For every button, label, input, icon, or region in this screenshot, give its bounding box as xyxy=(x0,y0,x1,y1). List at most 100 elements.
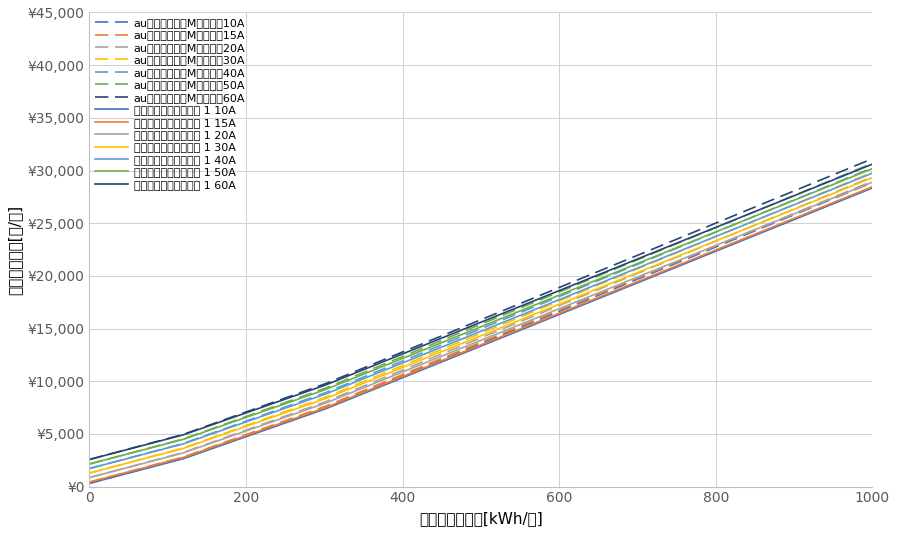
ニチガスでガ割でんき 1 10A xyxy=(867,185,878,191)
auでんきでんきMプラン　10A xyxy=(311,408,322,414)
auでんきでんきMプラン　10A xyxy=(597,290,608,296)
ニチガスでガ割でんき 1 20A xyxy=(597,288,608,294)
ニチガスでガ割でんき 1 10A xyxy=(84,480,95,487)
ニチガスでガ割でんき 1 50A xyxy=(867,165,878,172)
auでんきでんきMプラン　30A xyxy=(597,280,608,286)
auでんきでんきMプラン　50A xyxy=(278,400,289,406)
Line: auでんきでんきMプラン　10A: auでんきでんきMプラン 10A xyxy=(90,182,873,483)
ニチガスでガ割でんき 1 20A xyxy=(278,415,289,421)
Line: auでんきでんきMプラン　30A: auでんきでんきMプラン 30A xyxy=(90,172,873,473)
auでんきでんきMプラン　60A xyxy=(311,384,322,390)
auでんきでんきMプラン　15A xyxy=(311,406,322,413)
ニチガスでガ割でんき 1 50A xyxy=(311,390,322,396)
ニチガスでガ割でんき 1 50A xyxy=(369,367,379,373)
auでんきでんきMプラン　10A xyxy=(733,235,744,241)
Line: auでんきでんきMプラン　60A: auでんきでんきMプラン 60A xyxy=(90,159,873,459)
auでんきでんきMプラン　50A xyxy=(311,388,322,394)
auでんきでんきMプラン　20A xyxy=(84,474,95,481)
auでんきでんきMプラン　40A xyxy=(84,465,95,472)
ニチガスでガ割でんき 1 50A xyxy=(733,220,744,226)
ニチガスでガ割でんき 1 10A xyxy=(311,409,322,415)
ニチガスでガ割でんき 1 60A xyxy=(311,385,322,391)
ニチガスでガ割でんき 1 20A xyxy=(588,292,599,298)
ニチガスでガ割でんき 1 50A xyxy=(588,278,599,285)
ニチガスでガ割でんき 1 50A xyxy=(278,401,289,408)
auでんきでんきMプラン　40A xyxy=(311,393,322,399)
ニチガスでガ割でんき 1 50A xyxy=(597,274,608,280)
auでんきでんきMプラン　40A xyxy=(867,165,878,171)
auでんきでんきMプラン　40A xyxy=(588,279,599,286)
ニチガスでガ割でんき 1 15A xyxy=(369,385,379,391)
auでんきでんきMプラン　20A xyxy=(867,174,878,180)
ニチガスでガ割でんき 1 15A xyxy=(867,183,878,190)
Line: ニチガスでガ割でんき 1 40A: ニチガスでガ割でんき 1 40A xyxy=(90,173,873,469)
auでんきでんきMプラン　10A xyxy=(867,179,878,185)
Line: auでんきでんきMプラン　40A: auでんきでんきMプラン 40A xyxy=(90,168,873,469)
ニチガスでガ割でんき 1 15A xyxy=(84,479,95,486)
auでんきでんきMプラン　15A xyxy=(369,383,379,389)
auでんきでんきMプラン　20A xyxy=(369,378,379,385)
ニチガスでガ割でんき 1 40A xyxy=(369,371,379,377)
auでんきでんきMプラン　50A xyxy=(597,271,608,277)
ニチガスでガ割でんき 1 10A xyxy=(588,297,599,304)
auでんきでんきMプラン　30A xyxy=(278,409,289,415)
ニチガスでガ割でんき 1 40A xyxy=(311,394,322,400)
auでんきでんきMプラン　40A xyxy=(733,220,744,227)
auでんきでんきMプラン　60A xyxy=(733,211,744,217)
ニチガスでガ割でんき 1 20A xyxy=(311,403,322,409)
auでんきでんきMプラン　50A xyxy=(369,365,379,372)
ニチガスでガ割でんき 1 40A xyxy=(597,279,608,285)
ニチガスでガ割でんき 1 30A xyxy=(84,470,95,477)
ニチガスでガ割でんき 1 60A xyxy=(588,273,599,280)
auでんきでんきMプラン　30A xyxy=(84,470,95,477)
ニチガスでガ割でんき 1 15A xyxy=(733,238,744,244)
ニチガスでガ割でんき 1 30A xyxy=(588,287,599,294)
auでんきでんきMプラン　15A xyxy=(597,289,608,295)
auでんきでんきMプラン　40A xyxy=(597,276,608,282)
ニチガスでガ割でんき 1 60A xyxy=(278,397,289,403)
auでんきでんきMプラン　20A xyxy=(733,229,744,236)
auでんきでんきMプラン　40A xyxy=(278,405,289,411)
ニチガスでガ割でんき 1 20A xyxy=(84,474,95,481)
ニチガスでガ割でんき 1 10A xyxy=(733,239,744,246)
auでんきでんきMプラン　30A xyxy=(369,374,379,380)
ニチガスでガ割でんき 1 30A xyxy=(278,410,289,416)
ニチガスでガ割でんき 1 30A xyxy=(311,399,322,405)
auでんきでんきMプラン　50A xyxy=(84,461,95,467)
ニチガスでガ割でんき 1 15A xyxy=(278,419,289,425)
auでんきでんきMプラン　60A xyxy=(597,266,608,273)
auでんきでんきMプラン　15A xyxy=(278,418,289,424)
ニチガスでガ割でんき 1 20A xyxy=(369,380,379,386)
auでんきでんきMプラン　15A xyxy=(588,293,599,299)
auでんきでんきMプラン　20A xyxy=(278,414,289,420)
ニチガスでガ割でんき 1 10A xyxy=(597,294,608,300)
ニチガスでガ割でんき 1 20A xyxy=(733,233,744,240)
Y-axis label: 推定電気料金[円/月]: 推定電気料金[円/月] xyxy=(7,205,22,295)
ニチガスでガ割でんき 1 40A xyxy=(588,282,599,289)
ニチガスでガ割でんき 1 50A xyxy=(84,461,95,467)
Line: ニチガスでガ割でんき 1 10A: ニチガスでガ割でんき 1 10A xyxy=(90,188,873,483)
auでんきでんきMプラン　20A xyxy=(588,288,599,295)
auでんきでんきMプラン　15A xyxy=(867,178,878,184)
auでんきでんきMプラン　30A xyxy=(588,284,599,290)
auでんきでんきMプラン　10A xyxy=(588,294,599,301)
ニチガスでガ割でんき 1 60A xyxy=(84,456,95,463)
ニチガスでガ割でんき 1 30A xyxy=(733,229,744,235)
Legend: auでんきでんきMプラン　10A, auでんきでんきMプラン　15A, auでんきでんきMプラン　20A, auでんきでんきMプラン　30A, auでんきでんき: auでんきでんきMプラン 10A, auでんきでんきMプラン 15A, auでん… xyxy=(95,18,246,190)
auでんきでんきMプラン　10A xyxy=(278,419,289,426)
Line: ニチガスでガ割でんき 1 15A: ニチガスでガ割でんき 1 15A xyxy=(90,187,873,482)
auでんきでんきMプラン　15A xyxy=(733,233,744,240)
auでんきでんきMプラン　30A xyxy=(311,397,322,403)
ニチガスでガ割でんき 1 20A xyxy=(867,179,878,185)
Line: auでんきでんきMプラン　50A: auでんきでんきMプラン 50A xyxy=(90,163,873,464)
auでんきでんきMプラン　40A xyxy=(369,369,379,376)
auでんきでんきMプラン　20A xyxy=(311,402,322,408)
auでんきでんきMプラン　60A xyxy=(369,360,379,367)
ニチガスでガ割でんき 1 60A xyxy=(733,215,744,222)
auでんきでんきMプラン　50A xyxy=(588,274,599,281)
auでんきでんきMプラン　60A xyxy=(588,270,599,277)
auでんきでんきMプラン　60A xyxy=(278,395,289,402)
auでんきでんきMプラン　20A xyxy=(597,284,608,290)
ニチガスでガ割でんき 1 60A xyxy=(867,161,878,167)
ニチガスでガ割でんき 1 30A xyxy=(597,283,608,289)
